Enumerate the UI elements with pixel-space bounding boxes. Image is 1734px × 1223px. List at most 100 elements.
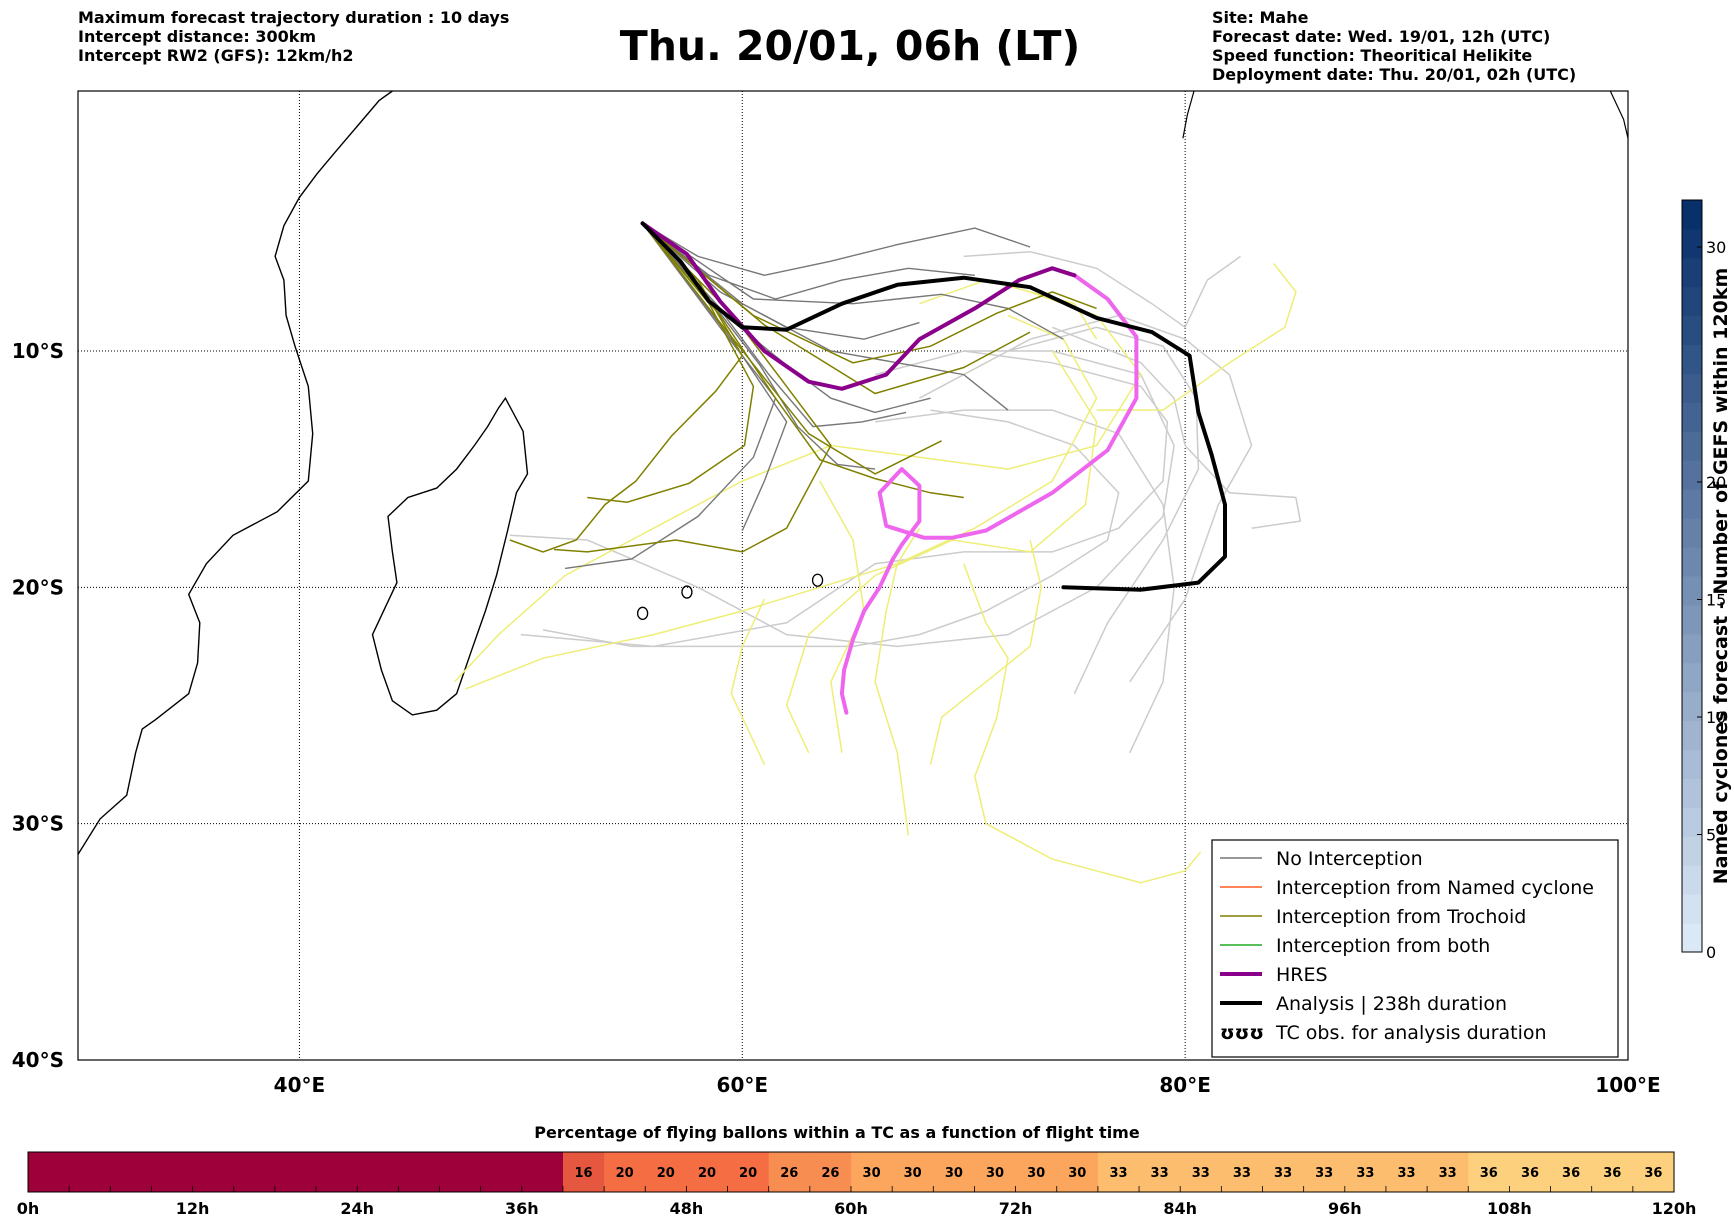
flight-bar-cell <box>1344 1152 1387 1192</box>
colorbar-step <box>1682 865 1702 895</box>
trajectory-yellow <box>962 563 1202 884</box>
flight-bar-tick-label: 36h <box>505 1199 539 1218</box>
trajectory-trochoid <box>554 222 832 553</box>
flight-bar-cell <box>809 1152 852 1192</box>
flight-bar-value: 30 <box>863 1166 881 1181</box>
flight-bar-value: 33 <box>1356 1166 1374 1181</box>
flight-bar-cell <box>1550 1152 1593 1192</box>
colorbar-step <box>1682 257 1702 288</box>
trajectory-no-interception <box>642 222 1064 340</box>
flight-bar-cell <box>604 1152 646 1192</box>
info-line: Speed function: Theoritical Helikite <box>1212 46 1533 65</box>
flight-bar-value: 26 <box>780 1166 798 1181</box>
colorbar-tick-label: 20 <box>1706 473 1726 492</box>
flight-bar-cell <box>1385 1152 1428 1192</box>
flight-bar-cell <box>768 1152 811 1192</box>
flight-bar-value: 33 <box>1274 1166 1292 1181</box>
flight-bar-value: 33 <box>1233 1166 1251 1181</box>
trajectory-no-interception <box>565 222 777 570</box>
flight-bar-tick-label: 108h <box>1487 1199 1532 1218</box>
flight-bar-cell <box>974 1152 1017 1192</box>
coastline-sri-lanka <box>1182 90 1195 139</box>
colorbar-step <box>1682 373 1702 403</box>
trajectory-no-interception <box>642 222 1009 411</box>
flight-bar-cell <box>727 1152 770 1192</box>
flight-bar-cell <box>1139 1152 1181 1192</box>
colorbar-step <box>1682 749 1702 779</box>
trajectory-no-interception <box>642 222 1031 277</box>
colorbar-step <box>1682 894 1702 924</box>
trajectory-yellow <box>785 350 1098 754</box>
flight-bar-tick-label: 60h <box>834 1199 868 1218</box>
flight-bar-tick-label: 48h <box>670 1199 704 1218</box>
lon-label: 80°E <box>1159 1073 1211 1097</box>
colorbar-step <box>1682 633 1702 664</box>
flight-bar-cell <box>1056 1152 1099 1192</box>
trajectory-yellow <box>1096 263 1297 411</box>
flight-bar-value: 30 <box>945 1166 963 1181</box>
lat-label: 20°S <box>12 575 64 599</box>
info-line: Intercept RW2 (GFS): 12km/h2 <box>78 46 354 65</box>
flight-bar-value: 20 <box>739 1166 757 1181</box>
flight-bar-value: 30 <box>986 1166 1004 1181</box>
lon-label: 100°E <box>1595 1073 1660 1097</box>
info-line: Site: Mahe <box>1212 8 1309 27</box>
flight-bar-value: 30 <box>1068 1166 1086 1181</box>
colorbar-tick-label: 15 <box>1706 591 1726 610</box>
flight-bar-value: 33 <box>1151 1166 1169 1181</box>
flight-bar-cell <box>274 1152 317 1192</box>
page-title: Thu. 20/01, 06h (LT) <box>619 22 1081 70</box>
flight-bar-cell <box>933 1152 975 1192</box>
legend-label: Interception from Trochoid <box>1276 906 1526 928</box>
trajectory-light <box>520 350 1169 648</box>
legend-label: No Interception <box>1276 848 1423 870</box>
island-rodrigues <box>811 573 824 587</box>
colorbar-step <box>1682 200 1702 230</box>
legend-box <box>1211 839 1619 1058</box>
colorbar-step <box>1682 923 1702 953</box>
colorbar-step <box>1682 431 1702 461</box>
flight-bar-value: 36 <box>1562 1166 1580 1181</box>
flight-bar-title: Percentage of flying ballons within a TC… <box>534 1123 1140 1142</box>
trajectory-light <box>875 409 1175 754</box>
flight-bar-cell <box>357 1152 399 1192</box>
colorbar-step <box>1682 518 1702 548</box>
flight-bar-value: 36 <box>1603 1166 1621 1181</box>
legend-label: Analysis | 238h duration <box>1276 993 1507 1015</box>
flight-bar-value: 30 <box>904 1166 922 1181</box>
flight-bar-value: 20 <box>616 1166 634 1181</box>
flight-bar-value: 16 <box>574 1166 592 1181</box>
flight-bar-cell <box>1221 1152 1264 1192</box>
lat-label: 30°S <box>12 812 64 836</box>
flight-bar-cell <box>69 1152 111 1192</box>
flight-bar-value: 20 <box>698 1166 716 1181</box>
legend-label: TC obs. for analysis duration <box>1275 1022 1547 1044</box>
colorbar-tick-label: 10 <box>1706 708 1726 727</box>
flight-bar-value: 33 <box>1109 1166 1127 1181</box>
flight-bar-value: 36 <box>1521 1166 1539 1181</box>
flight-bar-cell <box>192 1152 235 1192</box>
flight-bar-value: 33 <box>1192 1166 1210 1181</box>
trajectory-light <box>963 250 1241 329</box>
trajectory-yellow <box>874 527 921 836</box>
lat-label: 40°S <box>12 1048 64 1072</box>
flight-time-bar: Percentage of flying ballons within a TC… <box>17 1123 1697 1218</box>
flight-bar-cell <box>1468 1152 1511 1192</box>
colorbar-step <box>1682 691 1702 722</box>
map-frame <box>77 90 1629 1061</box>
flight-bar-cell <box>521 1152 564 1192</box>
colorbar-step <box>1682 720 1702 750</box>
colorbar-step <box>1682 315 1702 346</box>
trajectory-yellow <box>919 279 1098 340</box>
flight-bar-cell <box>686 1152 729 1192</box>
flight-bar-tick-label: 0h <box>17 1199 40 1218</box>
info-line: Intercept distance: 300km <box>78 27 317 46</box>
colorbar-step <box>1682 460 1702 490</box>
flight-bar-cell <box>480 1152 523 1192</box>
colorbar-frame <box>1681 199 1703 953</box>
analysis-track <box>640 221 1227 592</box>
header-right-info: Site: Mahe Forecast date: Wed. 19/01, 12… <box>1212 8 1576 84</box>
trajectory-yellow <box>730 598 766 765</box>
flight-bar-cell <box>563 1152 605 1192</box>
